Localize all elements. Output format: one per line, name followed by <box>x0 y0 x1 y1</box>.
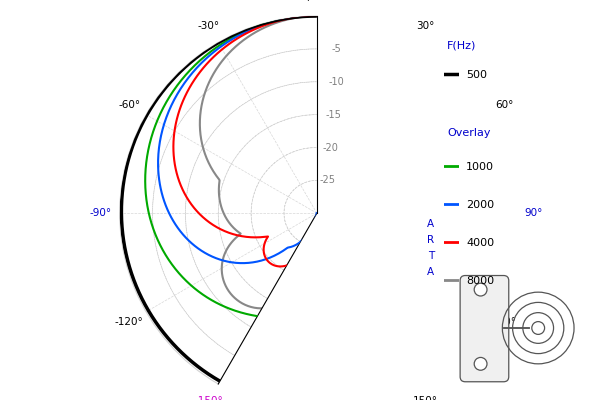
Text: A: A <box>427 267 434 277</box>
Text: 2000: 2000 <box>466 200 494 210</box>
FancyBboxPatch shape <box>460 276 509 382</box>
Text: 4000: 4000 <box>466 238 494 248</box>
Text: 1000: 1000 <box>466 162 494 172</box>
Text: -25: -25 <box>320 176 336 186</box>
Circle shape <box>474 358 487 370</box>
Text: -15: -15 <box>325 110 341 120</box>
Text: 500: 500 <box>466 70 487 80</box>
Text: -20: -20 <box>323 143 338 153</box>
Circle shape <box>474 283 487 296</box>
Text: F(Hz): F(Hz) <box>447 40 476 50</box>
Text: A: A <box>427 219 434 229</box>
Text: 8000: 8000 <box>466 276 494 286</box>
Text: R: R <box>427 235 434 245</box>
Text: -10: -10 <box>328 77 344 87</box>
Text: Overlay: Overlay <box>447 128 491 138</box>
Text: -5: -5 <box>331 44 341 54</box>
Text: T: T <box>428 251 434 261</box>
